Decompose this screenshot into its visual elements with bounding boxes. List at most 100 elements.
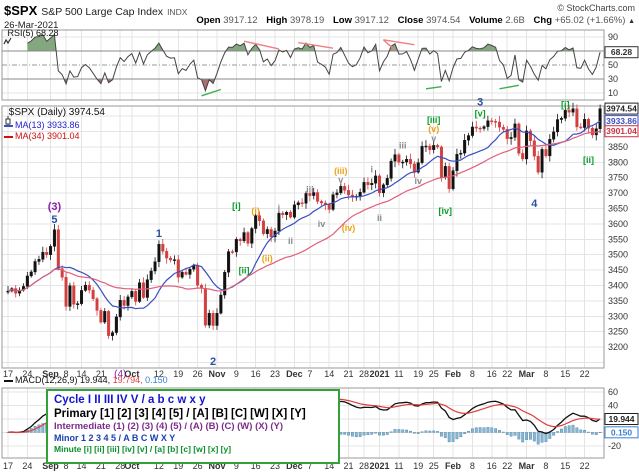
wave-primary-line: Primary [1] [2] [3] [4] [5] / [A] [B] [C…	[54, 408, 306, 420]
svg-text:26: 26	[193, 461, 203, 471]
svg-text:8: 8	[543, 369, 548, 379]
svg-text:9: 9	[234, 369, 239, 379]
svg-text:3850: 3850	[608, 142, 628, 152]
svg-text:11: 11	[394, 369, 403, 379]
svg-text:[ii]: [ii]	[583, 155, 594, 165]
svg-text:3400: 3400	[608, 280, 628, 290]
svg-text:3450: 3450	[608, 265, 628, 275]
svg-text:Sep: Sep	[42, 461, 59, 471]
svg-text:17: 17	[3, 461, 13, 471]
svg-text:28: 28	[359, 369, 369, 379]
svg-text:[v]: [v]	[475, 109, 486, 119]
svg-text:11: 11	[394, 461, 403, 471]
svg-text:v: v	[338, 175, 343, 185]
high-value: 3978.19	[289, 15, 325, 26]
quote-summary: Open 3917.12 High 3978.19 Low 3917.12 Cl…	[190, 15, 635, 26]
macd-value: 19.944,	[80, 375, 111, 385]
svg-text:3933.86: 3933.86	[606, 116, 637, 126]
open-label: Open	[196, 15, 221, 26]
svg-text:(i): (i)	[251, 206, 260, 216]
close-value: 3974.54	[426, 15, 461, 26]
svg-text:21: 21	[96, 461, 106, 471]
svg-text:2021: 2021	[370, 461, 390, 471]
svg-text:[iv]: [iv]	[439, 206, 453, 216]
macd-legend-name: MACD(12,26,9)	[15, 375, 78, 385]
svg-text:3250: 3250	[608, 327, 628, 337]
svg-text:2: 2	[210, 356, 216, 368]
svg-text:15: 15	[560, 369, 570, 379]
svg-text:12: 12	[154, 369, 164, 379]
svg-text:16: 16	[251, 461, 261, 471]
wave-minute-line: Minute [i] [ii] [iii] [iv] [v] / [a] [b]…	[54, 444, 232, 454]
price-panel-canvas: 3200 3250 3300 3350 3400 3450 3500 3550 3600 3650…	[1, 97, 639, 380]
svg-text:21: 21	[96, 369, 106, 379]
svg-text:19: 19	[413, 369, 423, 379]
svg-text:19: 19	[173, 461, 183, 471]
svg-text:19: 19	[173, 369, 183, 379]
svg-text:14: 14	[77, 461, 87, 471]
svg-text:8: 8	[64, 461, 69, 471]
svg-text:60: 60	[608, 387, 618, 397]
svg-text:3750: 3750	[608, 173, 628, 183]
svg-text:22: 22	[580, 369, 590, 379]
ma13-legend-text: MA(13) 3933.86	[15, 120, 80, 130]
symbol: $SPX	[4, 3, 38, 18]
svg-text:3200: 3200	[608, 342, 628, 352]
svg-text:8: 8	[470, 461, 475, 471]
rsi-legend-text: RSI(5) 68.28	[7, 28, 59, 38]
ma34-line-key-icon	[4, 135, 13, 138]
svg-text:3550: 3550	[608, 234, 628, 244]
svg-text:0.150: 0.150	[611, 427, 633, 437]
svg-text:i: i	[371, 165, 374, 175]
svg-text:Oct: Oct	[124, 461, 139, 471]
wave-cycle-line: Cycle I II III IV V / a b c w x y	[54, 394, 206, 406]
svg-text:(v): (v)	[428, 124, 439, 134]
svg-text:28: 28	[359, 461, 369, 471]
exchange-label: INDX	[167, 7, 188, 17]
rsi-panel-canvas: 90 50 30 10 68.28	[1, 29, 639, 101]
elliott-wave-legend-box: Cycle I II III IV V / a b c w x y Primar…	[46, 389, 340, 464]
svg-text:22: 22	[502, 369, 512, 379]
volume-label: Volume	[469, 15, 503, 26]
up-arrow-icon: ▲	[628, 18, 635, 25]
svg-text:3974.54: 3974.54	[606, 104, 637, 114]
svg-text:Dec: Dec	[286, 369, 303, 379]
ma13-line-key-icon	[4, 124, 13, 127]
svg-text:25: 25	[429, 461, 439, 471]
svg-text:[i]: [i]	[232, 201, 241, 211]
svg-text:Sep: Sep	[42, 369, 59, 379]
svg-text:3901.04: 3901.04	[606, 126, 637, 136]
svg-text:i: i	[278, 203, 281, 213]
svg-text:iii: iii	[306, 184, 314, 194]
svg-text:68.28: 68.28	[611, 47, 633, 57]
svg-text:1: 1	[156, 228, 162, 240]
svg-text:3350: 3350	[608, 296, 628, 306]
svg-text:7: 7	[307, 461, 312, 471]
svg-text:24: 24	[22, 369, 32, 379]
ma13-legend: MA(13) 3933.86	[4, 120, 80, 130]
svg-text:Nov: Nov	[208, 461, 225, 471]
svg-text:16: 16	[487, 369, 497, 379]
svg-text:ii: ii	[288, 236, 293, 246]
svg-text:10: 10	[608, 88, 618, 98]
price-legend-title: $SPX (Daily) 3974.54	[4, 107, 105, 127]
svg-text:28: 28	[115, 461, 125, 471]
svg-text:16: 16	[251, 369, 261, 379]
svg-text:19.944: 19.944	[609, 414, 635, 424]
svg-text:3700: 3700	[608, 188, 628, 198]
wave-intermediate-line: Intermediate (1) (2) (3) (4) (5) / (A) (…	[54, 421, 284, 432]
date-row: 26-Mar-2021	[4, 15, 635, 31]
svg-text:Feb: Feb	[445, 369, 462, 379]
svg-text:[ii]: [ii]	[239, 266, 250, 276]
svg-text:8: 8	[64, 369, 69, 379]
copyright: © StockCharts.com	[557, 3, 635, 13]
svg-text:v: v	[431, 133, 436, 143]
svg-text:iv: iv	[318, 219, 326, 229]
svg-text:9: 9	[234, 461, 239, 471]
svg-text:3300: 3300	[608, 311, 628, 321]
ma34-legend: MA(34) 3901.04	[4, 131, 80, 141]
svg-text:[i]: [i]	[561, 99, 570, 109]
low-value: 3917.12	[354, 15, 389, 26]
svg-text:12: 12	[154, 461, 164, 471]
svg-text:90: 90	[608, 32, 618, 42]
